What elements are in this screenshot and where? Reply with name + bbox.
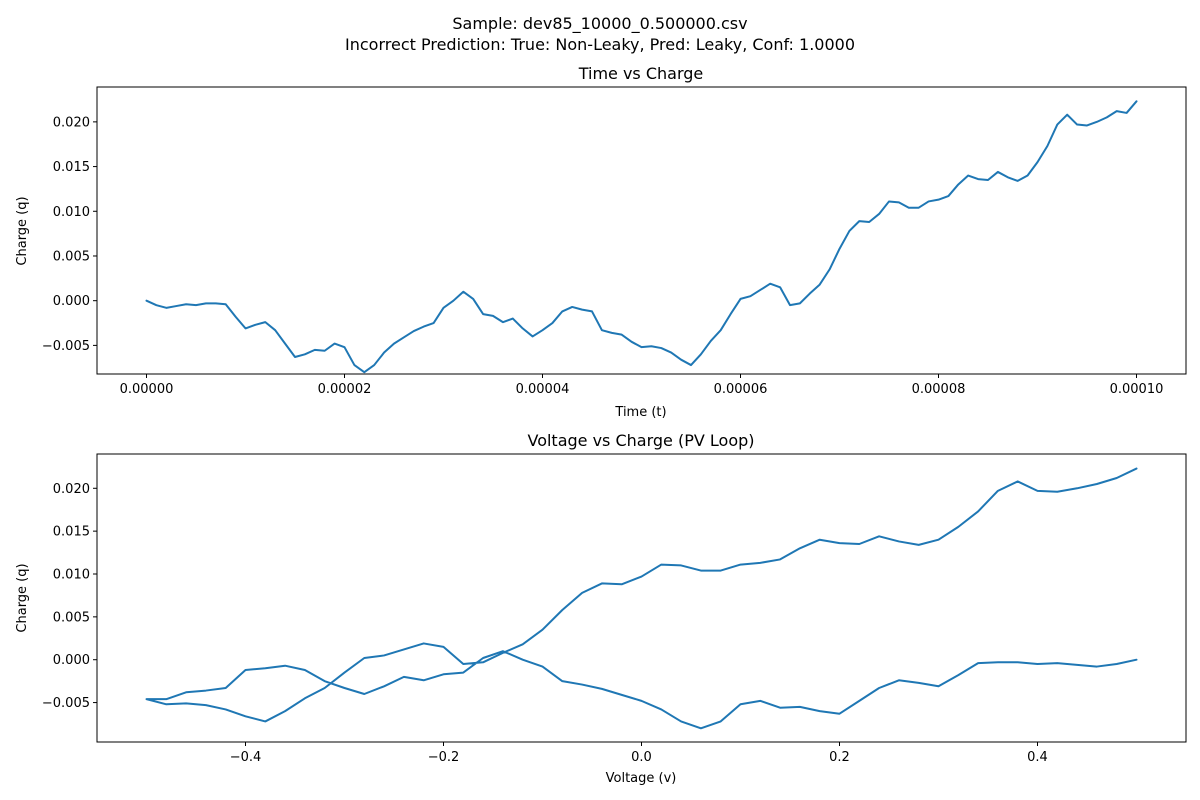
plot-title: Time vs Charge xyxy=(578,64,704,83)
y-axis-label: Charge (q) xyxy=(15,563,30,632)
x-axis-label: Voltage (v) xyxy=(606,771,677,786)
series-line-charge xyxy=(145,100,1138,374)
y-tick-label: 0.010 xyxy=(53,205,90,220)
x-axis-label: Time (t) xyxy=(614,405,666,420)
y-axis-label: Charge (q) xyxy=(15,196,30,265)
x-tick-label: 0.0 xyxy=(631,750,652,765)
figure-title: Sample: dev85_10000_0.500000.csv Incorre… xyxy=(0,13,1200,55)
series-line-charge xyxy=(145,467,1138,730)
x-tick-label: −0.4 xyxy=(230,750,262,765)
pv-loop-plot: Voltage vs Charge (PV Loop) Voltage (v) … xyxy=(15,431,1187,786)
y-tick-label: 0.005 xyxy=(53,249,90,264)
y-tick-label: 0.020 xyxy=(53,482,90,497)
x-tick-label: 0.4 xyxy=(1027,750,1048,765)
series-layer xyxy=(145,100,1138,374)
x-tick-label: 0.00004 xyxy=(516,382,570,397)
x-tick-label: −0.2 xyxy=(428,750,460,765)
y-tick-label: 0.000 xyxy=(53,653,90,668)
x-tick-label: 0.00000 xyxy=(120,382,174,397)
y-tick-label: 0.015 xyxy=(53,160,90,175)
axis-ticks: −0.4 −0.2 0.0 0.2 0.4 −0.005 0.000 0.005 0.010 0.… xyxy=(42,482,1048,765)
plot-frame xyxy=(96,86,1187,375)
y-tick-label: 0.015 xyxy=(53,525,90,540)
x-tick-label: 0.2 xyxy=(829,750,850,765)
x-tick-label: 0.00002 xyxy=(318,382,372,397)
plot-title: Voltage vs Charge (PV Loop) xyxy=(527,431,754,450)
figure-title-line-2: Incorrect Prediction: True: Non-Leaky, P… xyxy=(345,35,855,54)
y-tick-label: 0.005 xyxy=(53,610,90,625)
x-tick-label: 0.00010 xyxy=(1110,382,1164,397)
y-tick-label: −0.005 xyxy=(42,696,90,711)
figure-title-line-1: Sample: dev85_10000_0.500000.csv xyxy=(452,14,748,33)
x-tick-label: 0.00008 xyxy=(912,382,966,397)
series-layer xyxy=(145,467,1138,730)
axis-ticks: 0.00000 0.00002 0.00004 0.00006 0.00008 0.000… xyxy=(42,115,1163,397)
y-tick-label: 0.010 xyxy=(53,568,90,583)
y-tick-label: −0.005 xyxy=(42,339,90,354)
y-tick-label: 0.020 xyxy=(53,115,90,130)
y-tick-label: 0.000 xyxy=(53,294,90,309)
plot-frame xyxy=(96,453,1187,743)
time-vs-charge-plot: Time vs Charge Time (t) Charge (q) 0.000… xyxy=(15,64,1187,420)
x-tick-label: 0.00006 xyxy=(714,382,768,397)
